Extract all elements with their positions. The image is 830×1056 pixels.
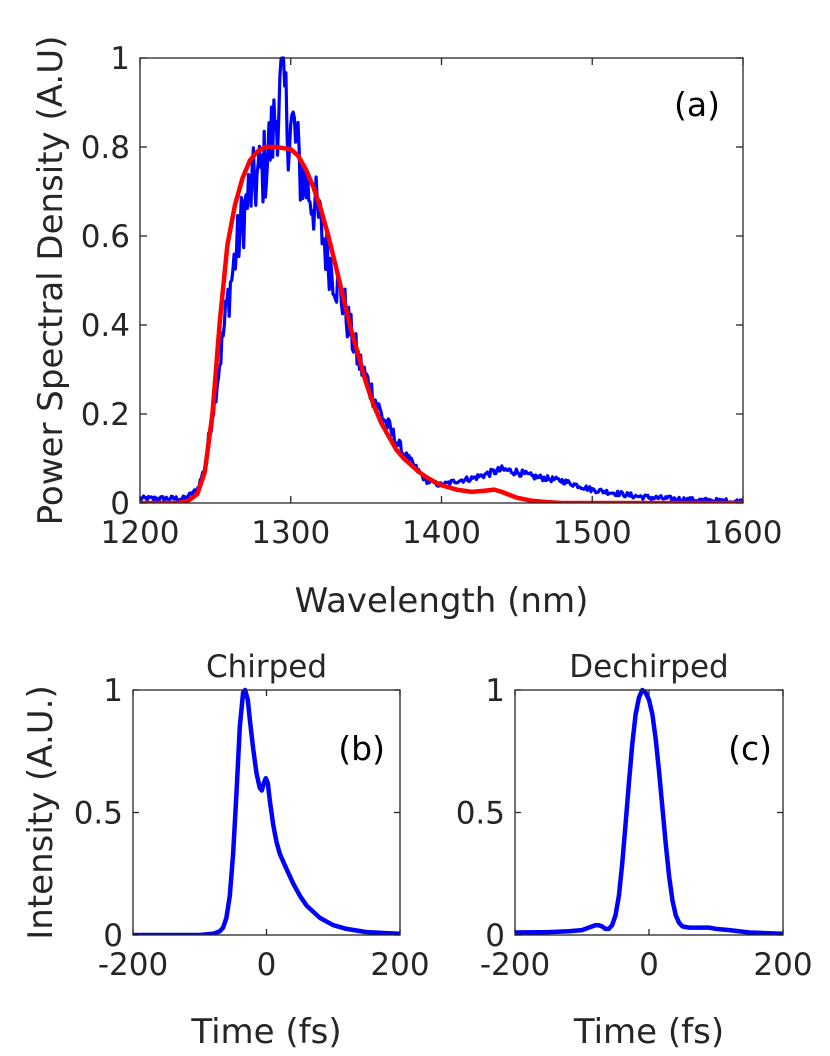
x-tick-label: 1500 [553, 515, 632, 551]
y-tick-label: 0.5 [74, 796, 123, 832]
y-tick-label: 0.5 [456, 796, 505, 832]
x-tick-label: -200 [480, 947, 550, 983]
plot-frame [132, 689, 401, 936]
series-line-measured-spectrum [140, 56, 743, 503]
y-axis-label: Power Spectral Density (A.U) [31, 36, 71, 526]
y-tick-label: 0 [110, 486, 130, 522]
x-tick-label: 0 [257, 947, 277, 983]
plot-frame [514, 689, 784, 936]
x-tick-label: 200 [753, 947, 812, 983]
y-tick-label: 0.6 [81, 219, 130, 255]
y-tick-label: 0.2 [81, 397, 130, 433]
y-tick-label: 0.4 [81, 308, 130, 344]
panel-a: 1200 1300 1400 1500 1600 0 0.2 0.4 0.6 0.8 1 (a) Wav… [31, 36, 782, 621]
panel-label: (b) [338, 729, 385, 768]
x-tick-label: 1200 [101, 515, 180, 551]
panel-label: (c) [728, 729, 772, 768]
panel-label: (a) [674, 85, 720, 124]
x-tick-label: -200 [98, 947, 168, 983]
y-tick-label: 0.8 [81, 130, 130, 166]
x-axis-label: Time (fs) [573, 1012, 724, 1052]
x-tick-label: 1300 [251, 515, 330, 551]
chart-title: Dechirped [569, 649, 728, 685]
x-axis-label: Time (fs) [190, 1012, 341, 1052]
x-tick-label: 1600 [704, 515, 783, 551]
x-tick-label: 0 [639, 947, 659, 983]
series-line-dechirped-pulse [515, 687, 783, 935]
y-tick-label: 0 [103, 918, 123, 954]
y-tick-label: 1 [110, 41, 130, 77]
x-tick-label: 200 [370, 947, 429, 983]
series-line-fit [140, 144, 743, 503]
series-line-chirped-pulse [133, 687, 400, 935]
y-tick-label: 0 [485, 918, 505, 954]
chart-title: Chirped [206, 649, 327, 685]
x-axis-label: Wavelength (nm) [295, 581, 589, 621]
y-axis-label: Intensity (A.U.) [21, 685, 61, 940]
y-tick-label: 1 [485, 673, 505, 709]
y-tick-label: 1 [103, 673, 123, 709]
x-tick-label: 1400 [402, 515, 481, 551]
